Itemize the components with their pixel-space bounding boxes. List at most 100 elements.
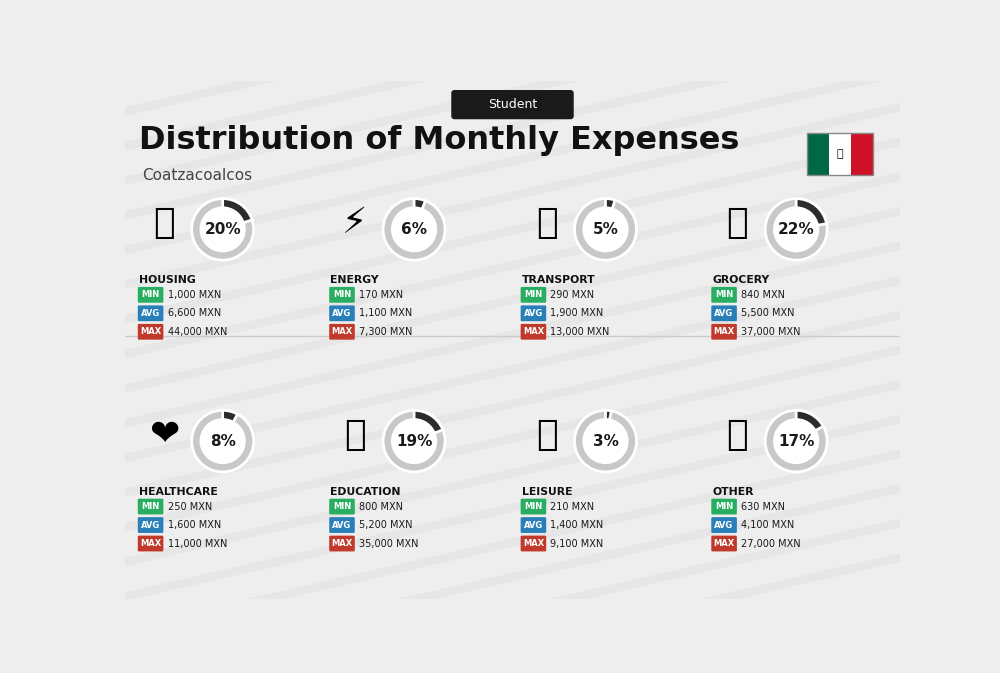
Text: GROCERY: GROCERY [712, 275, 770, 285]
FancyBboxPatch shape [138, 324, 163, 340]
Wedge shape [192, 411, 254, 472]
Bar [807, 133, 873, 175]
Text: MAX: MAX [523, 327, 544, 336]
Text: AVG: AVG [524, 520, 543, 530]
Text: 🏢: 🏢 [153, 206, 175, 240]
FancyBboxPatch shape [329, 306, 355, 321]
Text: 35,000 MXN: 35,000 MXN [359, 538, 419, 548]
Text: ENERGY: ENERGY [330, 275, 379, 285]
Text: MAX: MAX [331, 539, 353, 548]
Text: 22%: 22% [778, 222, 815, 237]
FancyBboxPatch shape [138, 536, 163, 551]
Text: 13,000 MXN: 13,000 MXN [550, 327, 610, 336]
Text: LEISURE: LEISURE [522, 487, 572, 497]
Circle shape [392, 208, 436, 251]
Wedge shape [414, 199, 425, 209]
Text: 3%: 3% [593, 433, 618, 449]
Text: AVG: AVG [714, 309, 734, 318]
Text: Student: Student [488, 98, 537, 111]
Text: 17%: 17% [778, 433, 814, 449]
FancyBboxPatch shape [329, 324, 355, 340]
Text: AVG: AVG [141, 520, 160, 530]
Text: 840 MXN: 840 MXN [741, 290, 785, 299]
Circle shape [774, 419, 818, 462]
Text: OTHER: OTHER [712, 487, 754, 497]
Circle shape [201, 419, 244, 462]
Circle shape [201, 208, 244, 251]
Wedge shape [796, 199, 827, 225]
Text: 6%: 6% [401, 222, 427, 237]
Wedge shape [223, 411, 238, 422]
Text: HEALTHCARE: HEALTHCARE [139, 487, 218, 497]
FancyBboxPatch shape [138, 499, 163, 514]
Wedge shape [606, 411, 611, 420]
Wedge shape [383, 411, 445, 472]
Circle shape [774, 208, 818, 251]
Text: MIN: MIN [333, 502, 351, 511]
Text: 20%: 20% [204, 222, 241, 237]
Text: 6,600 MXN: 6,600 MXN [168, 308, 221, 318]
Text: AVG: AVG [332, 309, 352, 318]
Text: 5,200 MXN: 5,200 MXN [359, 520, 413, 530]
Wedge shape [574, 411, 637, 472]
Text: 630 MXN: 630 MXN [741, 501, 785, 511]
Text: 🛍: 🛍 [536, 418, 557, 452]
FancyBboxPatch shape [521, 306, 546, 321]
FancyBboxPatch shape [711, 499, 737, 514]
Text: MIN: MIN [141, 502, 160, 511]
FancyBboxPatch shape [329, 517, 355, 533]
Text: 170 MXN: 170 MXN [359, 290, 403, 299]
Text: MIN: MIN [141, 290, 160, 299]
Text: 🎓: 🎓 [344, 418, 366, 452]
Wedge shape [414, 411, 443, 433]
Text: 🦅: 🦅 [837, 149, 843, 159]
FancyBboxPatch shape [329, 499, 355, 514]
Text: MIN: MIN [333, 290, 351, 299]
Bar [829, 133, 851, 175]
Text: AVG: AVG [714, 520, 734, 530]
Wedge shape [574, 199, 637, 260]
Text: ⚡: ⚡ [342, 206, 368, 240]
Text: Coatzacoalcos: Coatzacoalcos [142, 168, 252, 183]
Bar [807, 133, 829, 175]
Text: 5,500 MXN: 5,500 MXN [741, 308, 795, 318]
Text: 44,000 MXN: 44,000 MXN [168, 327, 227, 336]
FancyBboxPatch shape [138, 287, 163, 303]
Text: 💰: 💰 [726, 418, 748, 452]
Text: 🚌: 🚌 [536, 206, 557, 240]
Circle shape [392, 419, 436, 462]
FancyBboxPatch shape [711, 324, 737, 340]
Text: MAX: MAX [140, 327, 161, 336]
Circle shape [584, 419, 627, 462]
Text: 37,000 MXN: 37,000 MXN [741, 327, 801, 336]
FancyBboxPatch shape [521, 536, 546, 551]
Text: 290 MXN: 290 MXN [550, 290, 595, 299]
Text: 11,000 MXN: 11,000 MXN [168, 538, 227, 548]
Text: 1,000 MXN: 1,000 MXN [168, 290, 221, 299]
Text: 1,900 MXN: 1,900 MXN [550, 308, 604, 318]
Wedge shape [765, 411, 827, 472]
Text: 1,100 MXN: 1,100 MXN [359, 308, 412, 318]
Circle shape [584, 208, 627, 251]
FancyBboxPatch shape [138, 517, 163, 533]
Text: AVG: AVG [524, 309, 543, 318]
Text: ❤: ❤ [149, 418, 179, 452]
Text: 4,100 MXN: 4,100 MXN [741, 520, 794, 530]
FancyBboxPatch shape [521, 517, 546, 533]
FancyBboxPatch shape [711, 287, 737, 303]
FancyBboxPatch shape [451, 90, 574, 119]
Text: 800 MXN: 800 MXN [359, 501, 403, 511]
Text: MIN: MIN [715, 502, 733, 511]
Text: MAX: MAX [140, 539, 161, 548]
Bar [851, 133, 873, 175]
Text: MAX: MAX [331, 327, 353, 336]
Wedge shape [796, 411, 823, 431]
Wedge shape [765, 199, 827, 260]
Text: 1,400 MXN: 1,400 MXN [550, 520, 604, 530]
FancyBboxPatch shape [329, 287, 355, 303]
Text: EDUCATION: EDUCATION [330, 487, 401, 497]
Text: MIN: MIN [715, 290, 733, 299]
Text: 1,600 MXN: 1,600 MXN [168, 520, 221, 530]
FancyBboxPatch shape [329, 536, 355, 551]
Text: 7,300 MXN: 7,300 MXN [359, 327, 412, 336]
